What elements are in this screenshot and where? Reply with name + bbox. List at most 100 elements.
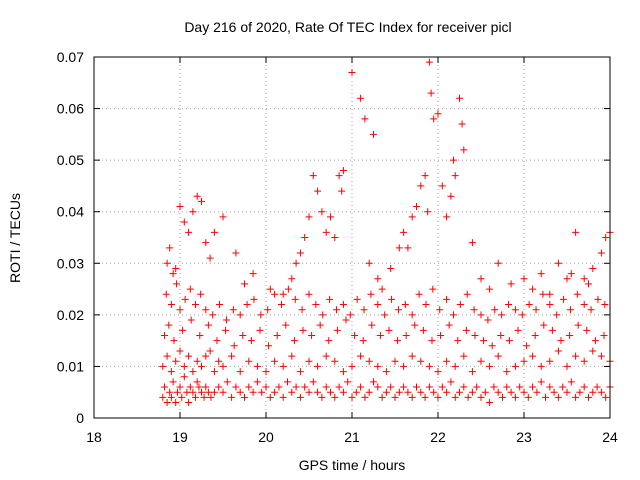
data-point bbox=[499, 393, 506, 401]
data-point bbox=[486, 362, 494, 370]
data-point bbox=[257, 311, 265, 319]
data-point bbox=[376, 331, 384, 339]
data-point bbox=[602, 234, 610, 241]
data-point bbox=[266, 285, 274, 293]
data-point bbox=[425, 58, 433, 66]
data-point bbox=[585, 280, 592, 288]
data-point bbox=[193, 378, 201, 386]
data-point bbox=[580, 301, 588, 309]
data-points bbox=[159, 58, 614, 407]
data-point bbox=[593, 383, 601, 391]
data-point bbox=[505, 301, 513, 309]
y-tick-label: 0.01 bbox=[57, 358, 84, 374]
data-point bbox=[422, 301, 430, 309]
data-point bbox=[378, 285, 386, 293]
data-point bbox=[365, 388, 373, 396]
data-point bbox=[408, 393, 416, 401]
data-point bbox=[210, 388, 218, 396]
data-point bbox=[494, 352, 502, 360]
data-point bbox=[333, 306, 341, 314]
data-point bbox=[301, 383, 309, 391]
data-point bbox=[413, 383, 420, 391]
data-point bbox=[216, 301, 224, 309]
data-point bbox=[167, 301, 175, 309]
data-point bbox=[597, 249, 605, 257]
data-point bbox=[600, 331, 608, 339]
data-point bbox=[365, 357, 373, 365]
data-point bbox=[219, 388, 227, 396]
data-point bbox=[408, 213, 416, 221]
data-point bbox=[529, 383, 537, 391]
data-point bbox=[503, 368, 511, 376]
data-point bbox=[503, 383, 511, 391]
data-point bbox=[262, 368, 270, 376]
data-point bbox=[400, 383, 408, 391]
data-point bbox=[580, 383, 588, 391]
data-point bbox=[305, 290, 313, 298]
data-point bbox=[546, 290, 554, 298]
data-point bbox=[585, 393, 592, 401]
data-point bbox=[335, 383, 343, 391]
data-point bbox=[587, 306, 595, 314]
data-point bbox=[273, 331, 281, 339]
data-point bbox=[305, 388, 313, 396]
data-point bbox=[357, 94, 365, 102]
data-point bbox=[456, 94, 463, 102]
data-point bbox=[284, 285, 292, 293]
data-point bbox=[514, 326, 522, 334]
data-point bbox=[516, 383, 524, 391]
data-point bbox=[308, 331, 316, 339]
data-point bbox=[163, 259, 171, 267]
data-point bbox=[159, 393, 167, 401]
data-point bbox=[305, 213, 313, 221]
data-point bbox=[348, 362, 356, 370]
data-point bbox=[560, 295, 568, 303]
data-point bbox=[236, 311, 244, 319]
data-point bbox=[173, 280, 181, 288]
data-point bbox=[331, 357, 339, 365]
data-point bbox=[591, 337, 599, 345]
data-point bbox=[548, 326, 556, 334]
y-axis-ticks: 0 0.01 0.02 0.03 0.04 0.05 0.06 0.07 bbox=[57, 49, 610, 426]
data-point bbox=[477, 393, 485, 401]
data-point bbox=[486, 399, 494, 407]
data-point bbox=[567, 270, 575, 278]
data-point bbox=[253, 378, 261, 386]
data-point bbox=[395, 388, 403, 396]
data-point bbox=[185, 228, 193, 236]
data-point bbox=[573, 290, 581, 298]
data-point bbox=[165, 321, 173, 329]
data-point bbox=[243, 301, 251, 309]
y-tick-label: 0.02 bbox=[57, 307, 84, 323]
data-point bbox=[249, 388, 257, 396]
data-point bbox=[249, 270, 257, 278]
data-point bbox=[172, 264, 180, 272]
data-point bbox=[531, 331, 539, 339]
data-point bbox=[213, 337, 221, 345]
data-point bbox=[427, 89, 435, 97]
data-point bbox=[331, 393, 339, 401]
data-point bbox=[471, 331, 479, 339]
data-point bbox=[179, 326, 187, 334]
data-point bbox=[322, 228, 330, 236]
data-point bbox=[454, 337, 462, 345]
data-point bbox=[322, 383, 330, 391]
data-point bbox=[207, 393, 215, 401]
data-point bbox=[166, 388, 174, 396]
data-point bbox=[589, 388, 597, 396]
data-point bbox=[413, 203, 420, 211]
data-point bbox=[288, 275, 296, 283]
data-point bbox=[417, 357, 425, 365]
data-point bbox=[333, 326, 341, 334]
data-point bbox=[331, 234, 339, 241]
data-point bbox=[232, 249, 240, 257]
data-point bbox=[462, 326, 470, 334]
data-point bbox=[381, 311, 389, 319]
data-point bbox=[178, 393, 186, 401]
data-point bbox=[481, 388, 489, 396]
data-point bbox=[169, 270, 177, 278]
data-point bbox=[554, 347, 562, 355]
data-point bbox=[291, 295, 299, 303]
data-point bbox=[361, 115, 369, 123]
data-point bbox=[507, 388, 515, 396]
